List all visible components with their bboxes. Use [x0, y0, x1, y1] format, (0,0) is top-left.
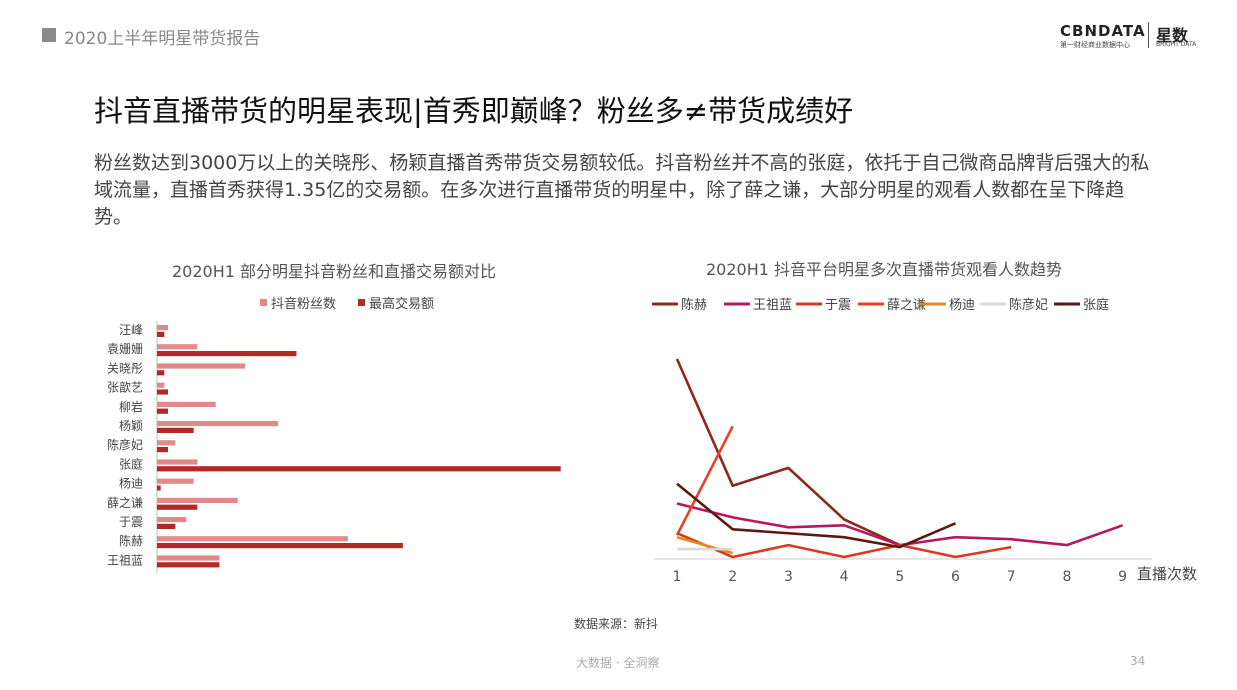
bar-sales-7: [157, 447, 169, 453]
legend-series-2: 王祖蓝: [753, 298, 792, 313]
bar-fans-4: [157, 382, 165, 388]
bar-chart: 抖音粉丝数 最高交易额汪峰袁姗姗关晓彤张歆艺柳岩杨颖陈彦妃张庭杨迪薛之谦于震陈赫王…: [107, 296, 561, 573]
x-tick-label: 4: [840, 569, 849, 585]
legend-label-2: 最高交易额: [369, 296, 434, 312]
logo-divider: [1148, 22, 1149, 48]
bar-category-label: 柳岩: [119, 399, 143, 414]
bar-fans-2: [157, 344, 198, 350]
bar-category-label: 杨迪: [119, 476, 143, 491]
legend-series-7: 张庭: [1083, 297, 1109, 313]
bar-category-label: 张歆艺: [107, 380, 143, 395]
legend-series-4: 薛之谦: [887, 298, 926, 313]
x-tick-label: 1: [673, 569, 682, 585]
bar-sales-12: [157, 543, 403, 549]
bar-fans-7: [157, 440, 176, 446]
page-title: 抖音直播带货的明星表现|首秀即巅峰？粉丝多≠带货成绩好: [94, 94, 854, 128]
logo-en-text: BRIGHT DATA: [1156, 41, 1197, 48]
bar-sales-3: [157, 370, 165, 376]
bar-sales-4: [157, 389, 169, 395]
bar-fans-11: [157, 517, 187, 523]
bar-category-label: 汪峰: [119, 323, 143, 337]
x-axis-title: 直播次数: [1137, 565, 1197, 583]
bar-category-label: 杨颖: [119, 418, 143, 433]
logo-sub-text: 第一财经商业数据中心: [1060, 41, 1130, 49]
bar-fans-5: [157, 401, 216, 407]
series-line-2: [676, 502, 1124, 547]
logo-main-text: CBNDATA: [1060, 22, 1146, 40]
x-tick-label: 9: [1118, 569, 1127, 585]
series-line-1: [675, 358, 901, 547]
bar-fans-10: [157, 497, 238, 503]
bar-chart-title: 2020H1 部分明星抖音粉丝和直播交易额对比: [172, 262, 497, 281]
x-tick-label: 8: [1062, 569, 1071, 585]
cbndata-logo: CBNDATA 第一财经商业数据中心 星数 BRIGHT DATA: [1060, 22, 1200, 52]
line-chart: 陈赫 王祖蓝 于震 薛之谦 杨迪 陈彦妃 张庭 1 2 3 4 5 6 7 8 9 直播次数: [652, 297, 1197, 585]
page-number: 34: [1130, 654, 1146, 668]
bar-sales-6: [157, 427, 194, 433]
series-line-7: [676, 482, 957, 549]
x-tick-label: 2: [728, 569, 737, 585]
bar-category-label: 于震: [119, 515, 143, 529]
bar-fans-12: [157, 536, 348, 542]
bar-category-label: 关晓彤: [107, 361, 143, 375]
x-tick-label: 7: [1007, 569, 1016, 585]
bar-sales-10: [157, 504, 198, 510]
bar-sales-9: [157, 485, 161, 491]
bar-category-label: 王祖蓝: [107, 552, 143, 567]
bar-sales-8: [157, 466, 561, 472]
bar-fans-8: [157, 459, 198, 465]
bar-category-label: 陈彦妃: [107, 437, 143, 452]
bar-fans-1: [157, 325, 169, 331]
bar-category-label: 张庭: [119, 456, 143, 471]
data-source: 数据来源：新抖: [574, 617, 659, 631]
line-chart-title: 2020H1 抖音平台明星多次直播带货观看人数趋势: [706, 260, 1063, 279]
x-tick-label: 3: [784, 569, 793, 585]
legend-series-6: 陈彦妃: [1009, 297, 1048, 313]
x-tick-label: 5: [895, 569, 904, 585]
series-line-4: [675, 425, 734, 536]
bar-fans-6: [157, 421, 279, 427]
legend-swatch-2: [358, 299, 365, 306]
bar-category-label: 袁姗姗: [107, 341, 143, 356]
bar-sales-5: [157, 408, 169, 414]
bar-sales-13: [157, 562, 220, 568]
x-tick-label: 6: [951, 569, 960, 585]
legend-swatch-1: [260, 299, 267, 306]
legend-label-1: 抖音粉丝数: [271, 296, 336, 312]
bar-category-label: 陈赫: [119, 533, 143, 548]
bar-fans-9: [157, 478, 194, 484]
series-line-3: [676, 532, 1012, 559]
legend-series-5: 杨迪: [949, 298, 975, 313]
bar-fans-3: [157, 363, 246, 369]
bar-sales-11: [157, 523, 176, 529]
description: 粉丝数达到3000万以上的关晓彤、杨颖直播首秀带货交易额较低。抖音粉丝并不高的张…: [94, 152, 1150, 228]
bar-sales-2: [157, 351, 297, 357]
bar-sales-1: [157, 331, 165, 337]
footer-tagline: 大数据 · 全洞察: [576, 656, 660, 670]
logo-cn-text: 星数: [1156, 26, 1189, 45]
bar-fans-13: [157, 555, 220, 561]
header-marker: [42, 28, 56, 42]
legend-series-3: 于震: [825, 298, 851, 313]
series-line-5: [676, 535, 734, 555]
legend-series-1: 陈赫: [681, 297, 707, 313]
bar-category-label: 薛之谦: [107, 496, 143, 510]
report-title: 2020上半年明星带货报告: [64, 29, 261, 49]
